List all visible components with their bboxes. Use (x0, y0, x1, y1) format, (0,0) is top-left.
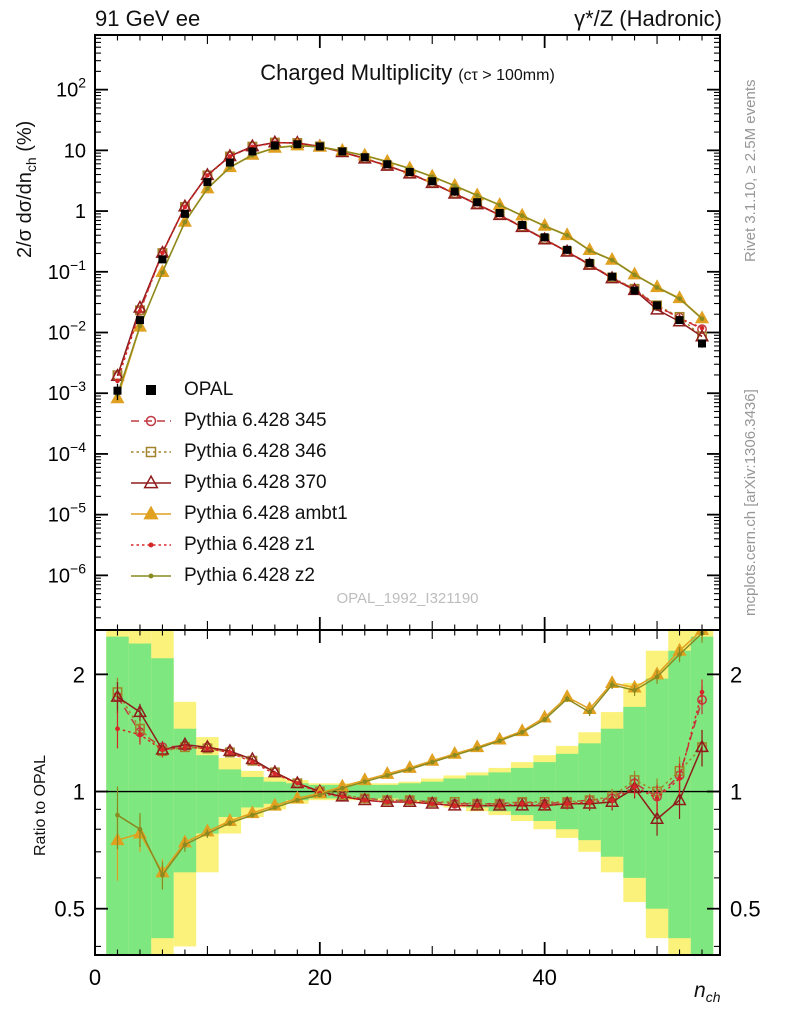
legend-label: Pythia 6.428 345 (184, 409, 327, 431)
legend-label: Pythia 6.428 346 (184, 440, 327, 462)
plot-title-text: Charged Multiplicity (260, 60, 453, 85)
svg-text:102: 102 (56, 75, 86, 102)
svg-text:2: 2 (73, 662, 85, 687)
series-345-marker-icon (131, 415, 171, 426)
series-z1-marker-icon (131, 542, 171, 547)
svg-text:0.5: 0.5 (730, 897, 761, 922)
x-axis-label: nch (694, 979, 721, 1006)
legend-item-pythia-z2: Pythia 6.428 z2 (128, 560, 348, 591)
header-beam-label: 91 GeV ee (95, 6, 201, 31)
legend-item-pythia-ambt1: Pythia 6.428 ambt1 (128, 498, 348, 529)
ratio-pythia-6.428-z2 (115, 630, 705, 890)
legend-item-pythia-370: Pythia 6.428 370 (128, 467, 348, 498)
mcplots-source-note: mcplots.cern.ch [arXiv:1306.3436] (742, 389, 759, 616)
legend-label: Pythia 6.428 z1 (184, 533, 315, 555)
axis-ticks (94, 35, 720, 955)
opal-marker-icon (146, 384, 156, 395)
svg-text:0.5: 0.5 (54, 897, 85, 922)
rivet-version-note: Rivet 3.1.10, ≥ 2.5M events (742, 79, 759, 263)
svg-text:10−5: 10−5 (48, 500, 86, 527)
svg-text:10−3: 10−3 (48, 378, 86, 405)
svg-text:0: 0 (89, 965, 101, 990)
series-370-marker-icon (131, 474, 171, 488)
ratio-y-axis-label: Ratio to OPAL (32, 754, 49, 856)
legend: OPAL Pythia 6.428 345 Pythia 6.428 346 P… (128, 374, 348, 591)
legend-label: Pythia 6.428 ambt1 (184, 502, 348, 524)
tick-labels: 102 10 1 10−1 10−2 10−3 10−4 10−5 10−6 2 2 1 1 0.5 0.5… (48, 75, 761, 990)
legend-label: Pythia 6.428 z2 (184, 564, 315, 586)
series-346-marker-icon (131, 446, 171, 457)
reference-points (113, 140, 707, 401)
legend-item-pythia-z1: Pythia 6.428 z1 (128, 529, 348, 560)
analysis-watermark: OPAL_1992_I321190 (336, 590, 479, 607)
series-z2-marker-icon (131, 573, 171, 578)
svg-text:1: 1 (75, 201, 86, 223)
legend-item-pythia-345: Pythia 6.428 345 (128, 405, 348, 436)
main-series (110, 134, 710, 404)
svg-text:20: 20 (308, 965, 332, 990)
legend-item-opal: OPAL (128, 374, 348, 405)
legend-label: OPAL (184, 378, 234, 400)
svg-text:10−4: 10−4 (48, 439, 86, 466)
svg-text:1: 1 (73, 780, 85, 805)
series-ambt1-marker-icon (131, 505, 171, 519)
plot-subtitle-text: (cτ > 100mm) (458, 67, 555, 84)
svg-text:10−2: 10−2 (48, 318, 86, 345)
ratio-panel-frame (94, 629, 721, 956)
svg-text:10−1: 10−1 (48, 257, 86, 284)
svg-text:10−6: 10−6 (48, 560, 86, 587)
ratio-series (110, 630, 710, 890)
header-process-label: γ*/Z (Hadronic) (574, 6, 722, 31)
plot-title: Charged Multiplicity (cτ > 100mm) (95, 60, 720, 86)
legend-label: Pythia 6.428 370 (184, 471, 327, 493)
legend-item-pythia-346: Pythia 6.428 346 (128, 436, 348, 467)
main-y-axis-label: 2/σ dσ/dnch (%) (14, 120, 39, 258)
svg-text:1: 1 (730, 780, 742, 805)
svg-text:40: 40 (532, 965, 556, 990)
svg-text:2: 2 (730, 662, 742, 687)
svg-text:10: 10 (64, 140, 86, 162)
